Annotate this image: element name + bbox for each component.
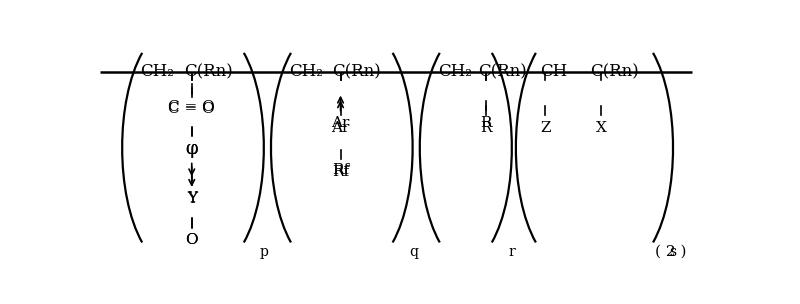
Text: r: r xyxy=(508,245,514,259)
Text: X: X xyxy=(595,121,606,135)
Text: ( 2 ): ( 2 ) xyxy=(655,245,686,259)
Text: q: q xyxy=(409,245,418,259)
Text: φ: φ xyxy=(186,140,198,158)
Text: s: s xyxy=(669,245,676,259)
Text: Z: Z xyxy=(540,121,550,135)
Text: Y: Y xyxy=(186,191,197,205)
Text: Ar: Ar xyxy=(331,116,350,130)
Text: CH₂: CH₂ xyxy=(140,63,174,80)
Text: p: p xyxy=(260,245,269,259)
Text: C = O: C = O xyxy=(168,102,215,116)
Text: φ: φ xyxy=(186,140,198,158)
Text: R: R xyxy=(480,121,491,135)
Text: C(Rn): C(Rn) xyxy=(184,63,233,80)
Text: CH₂: CH₂ xyxy=(289,63,323,80)
Text: CH: CH xyxy=(540,63,567,80)
Text: C(Rn): C(Rn) xyxy=(478,63,527,80)
Text: Ar: Ar xyxy=(331,121,350,135)
Text: Y: Y xyxy=(186,192,197,206)
Text: C = O: C = O xyxy=(168,100,215,114)
Text: C(Rn): C(Rn) xyxy=(590,63,638,80)
Text: C(Rn): C(Rn) xyxy=(333,63,382,80)
Text: Rf: Rf xyxy=(332,163,349,177)
Text: O: O xyxy=(186,233,198,247)
Text: CH₂: CH₂ xyxy=(438,63,472,80)
Text: O: O xyxy=(186,233,198,247)
Text: Rf: Rf xyxy=(332,165,349,179)
Text: R: R xyxy=(480,116,491,130)
